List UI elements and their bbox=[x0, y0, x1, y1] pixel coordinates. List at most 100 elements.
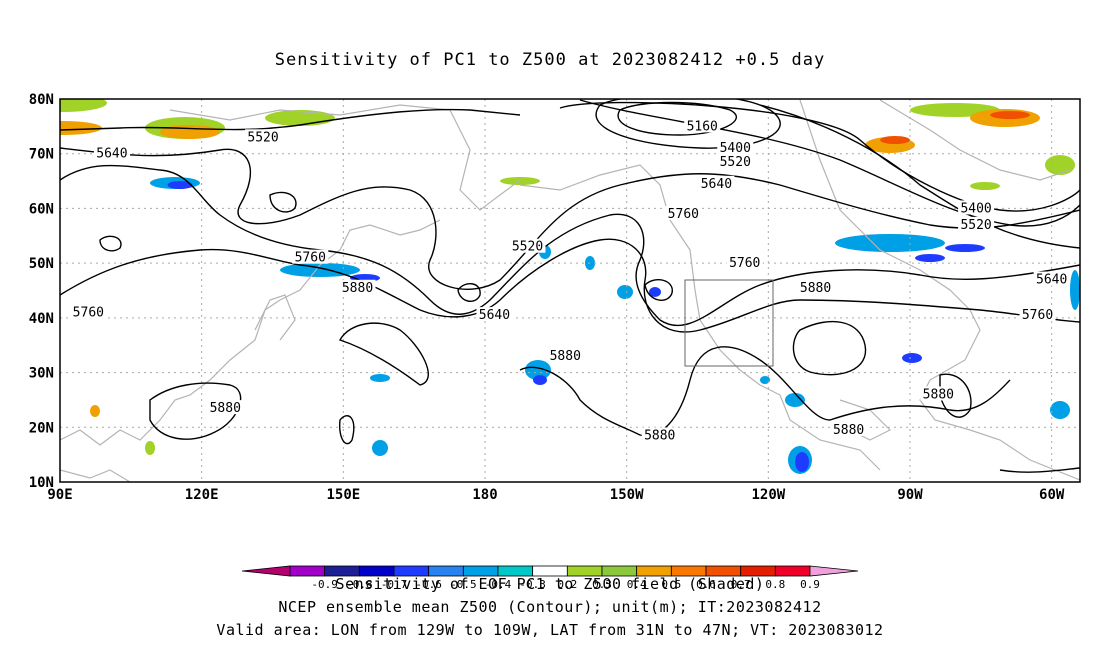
lon-tick-label: 90W bbox=[897, 487, 923, 503]
contour-label-bg bbox=[207, 400, 244, 415]
z500-contour bbox=[644, 279, 673, 301]
contour-label: 5880 bbox=[644, 428, 675, 443]
sensitivity-patch bbox=[167, 181, 193, 189]
z500-contour bbox=[60, 147, 1080, 290]
colorbar-tick-label: -0.3 bbox=[519, 578, 546, 591]
sensitivity-patch bbox=[525, 360, 551, 380]
sensitivity-patch bbox=[649, 287, 661, 297]
contour-label-bg bbox=[292, 249, 329, 264]
contour-label-bg bbox=[797, 279, 834, 294]
lon-tick-label: 150W bbox=[610, 487, 644, 503]
colorbar-tick-label: -0.4 bbox=[485, 578, 512, 591]
sensitivity-patch bbox=[617, 285, 633, 299]
contour-label-bg bbox=[70, 304, 107, 319]
sensitivity-patch bbox=[795, 452, 809, 472]
coastline bbox=[60, 469, 131, 482]
contour-label: 5640 bbox=[96, 147, 127, 162]
sensitivity-patch bbox=[265, 110, 335, 126]
z500-contour bbox=[60, 108, 521, 131]
contour-label-bg bbox=[717, 153, 754, 168]
caption-shading: Sensitivity of EOF PC1 to Z500 field (Sh… bbox=[335, 575, 765, 593]
contour-label: 5880 bbox=[210, 401, 241, 416]
caption-valid-area: Valid area: LON from 129W to 109W, LAT f… bbox=[216, 621, 884, 639]
contour-label-bg bbox=[958, 200, 995, 215]
coastline bbox=[254, 294, 296, 341]
sensitivity-patch bbox=[880, 136, 910, 144]
contour-label-bg bbox=[476, 307, 513, 322]
contour-label-bg bbox=[641, 427, 678, 442]
coastline bbox=[60, 219, 441, 446]
z500-contour bbox=[60, 238, 1080, 333]
colorbar-tick-label: -0.6 bbox=[415, 578, 442, 591]
lat-tick-label: 20N bbox=[29, 420, 54, 436]
sensitivity-patch bbox=[372, 440, 388, 456]
contour-label: 5880 bbox=[342, 281, 373, 296]
colorbar-tick-label: 0.6 bbox=[696, 578, 716, 591]
sensitivity-patch bbox=[990, 111, 1030, 119]
sensitivity-patch bbox=[915, 254, 945, 262]
lat-tick-label: 50N bbox=[29, 256, 54, 272]
z500-contour bbox=[99, 235, 122, 252]
contour-label-bg bbox=[920, 386, 957, 401]
colorbar-tick-label: -0.8 bbox=[346, 578, 373, 591]
coastline bbox=[169, 104, 521, 211]
z500-contour bbox=[999, 467, 1080, 473]
colorbar-tick-label: 0.8 bbox=[765, 578, 785, 591]
contour-label: 5880 bbox=[923, 387, 954, 402]
lon-tick-label: 120W bbox=[751, 487, 785, 503]
colorbar-tick-label: -0.9 bbox=[311, 578, 338, 591]
contour-label: 5880 bbox=[550, 349, 581, 364]
contour-label: 5640 bbox=[479, 308, 510, 323]
coastline bbox=[879, 99, 1071, 181]
lon-tick-label: 60W bbox=[1039, 487, 1065, 503]
contour-label-bg bbox=[1019, 307, 1056, 322]
sensitivity-patch bbox=[835, 234, 945, 252]
z500-contour bbox=[269, 191, 297, 213]
sensitivity-patch bbox=[533, 375, 547, 385]
contour-label-bg bbox=[717, 140, 754, 155]
contour-label: 5760 bbox=[73, 305, 104, 320]
lat-lon-grid bbox=[60, 99, 1080, 482]
z500-contours bbox=[60, 99, 1080, 473]
contour-label: 5520 bbox=[247, 130, 278, 145]
colorbar-tick-label: 0.3 bbox=[592, 578, 612, 591]
caption-contour: NCEP ensemble mean Z500 (Contour); unit(… bbox=[278, 598, 822, 616]
lon-tick-label: 120E bbox=[185, 487, 219, 503]
sensitivity-patch bbox=[785, 393, 805, 407]
contour-labels: 5520564051605400552056405760552057605760… bbox=[70, 118, 1070, 443]
z500-contour bbox=[338, 322, 429, 386]
contour-label-bg bbox=[665, 205, 702, 220]
contour-label-bg bbox=[339, 279, 376, 294]
sensitivity-patch bbox=[145, 441, 155, 455]
sensitivity-patch bbox=[90, 405, 100, 417]
z500-contour bbox=[617, 101, 738, 136]
z500-contour bbox=[338, 415, 355, 445]
z500-contour bbox=[792, 320, 867, 376]
contour-label: 5760 bbox=[295, 251, 326, 266]
sensitivity-patch bbox=[60, 99, 107, 112]
colorbar-tick-label: 0.7 bbox=[731, 578, 751, 591]
axis-labels: 10N 20N 30N 40N 50N 60N 70N 80N 90E 120E 150E 180 15… bbox=[29, 92, 1065, 503]
contour-label: 5160 bbox=[687, 119, 718, 134]
coastline bbox=[839, 399, 892, 441]
lat-tick-label: 60N bbox=[29, 201, 54, 217]
lat-tick-label: 80N bbox=[29, 92, 54, 108]
contour-label-bg bbox=[698, 175, 735, 190]
sensitivity-shading bbox=[60, 99, 1080, 474]
contour-label: 5520 bbox=[960, 218, 991, 233]
lat-tick-label: 30N bbox=[29, 366, 54, 382]
lat-tick-label: 70N bbox=[29, 147, 54, 163]
sensitivity-patch bbox=[60, 121, 102, 135]
contour-label-bg bbox=[509, 238, 546, 253]
sensitivity-patch bbox=[500, 177, 540, 185]
colorbar-max-arrow bbox=[809, 565, 859, 577]
z500-contour bbox=[595, 99, 781, 149]
colorbar-tick-label: 0.5 bbox=[661, 578, 681, 591]
coastline bbox=[799, 99, 1080, 481]
lat-tick-label: 40N bbox=[29, 311, 54, 327]
z500-contour bbox=[519, 346, 1011, 437]
colorbar-tick-label: -0.5 bbox=[450, 578, 477, 591]
sensitivity-patch bbox=[160, 125, 220, 139]
contour-label: 5400 bbox=[960, 201, 991, 216]
contour-label-bg bbox=[245, 129, 282, 144]
